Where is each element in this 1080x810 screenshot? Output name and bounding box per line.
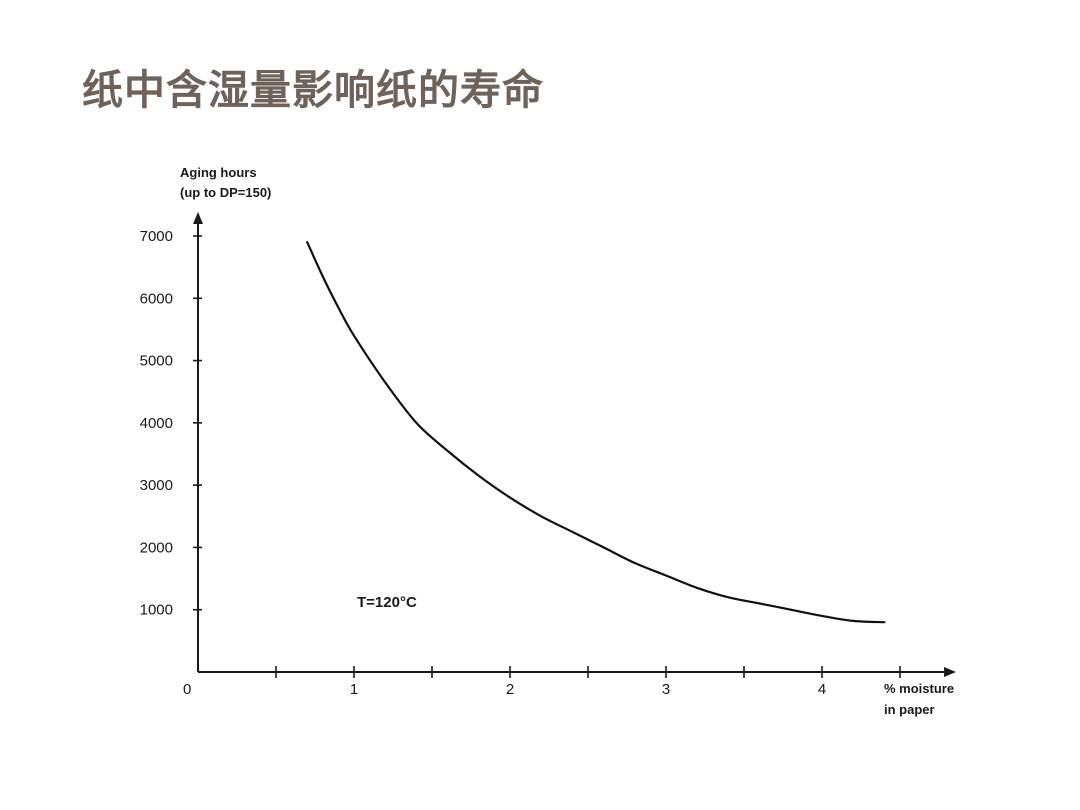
y-tick-label: 6000 [140, 290, 173, 307]
y-tick-label: 2000 [140, 539, 173, 556]
y-tick-label: 3000 [140, 477, 173, 494]
y-tick-label: 7000 [140, 228, 173, 245]
x-axis-title-line2: in paper [884, 702, 935, 717]
y-axis-arrow-icon [193, 212, 203, 224]
x-tick-label: 4 [818, 681, 826, 698]
slide-title: 纸中含湿量影响纸的寿命 [82, 66, 544, 114]
x-tick-label: 1 [350, 681, 358, 698]
y-tick-label: 5000 [140, 353, 173, 370]
y-tick-label: 1000 [140, 602, 173, 619]
x-tick-label: 3 [662, 681, 670, 698]
x-axis-arrow-icon [944, 667, 956, 677]
axes [193, 212, 956, 677]
x-ticks: 1 2 3 4 [275, 666, 901, 698]
x-tick-label: 2 [506, 681, 514, 698]
y-ticks: 1000 2000 3000 4000 5000 6000 7000 [140, 228, 202, 619]
x-origin-label: 0 [183, 681, 191, 698]
temperature-annotation: T=120°C [357, 594, 417, 611]
y-axis-title-line2: (up to DP=150) [180, 185, 271, 200]
y-tick-label: 4000 [140, 415, 173, 432]
y-axis-title-line1: Aging hours [180, 165, 257, 180]
aging-curve [306, 241, 886, 624]
x-axis-title-line1: % moisture [884, 681, 954, 696]
